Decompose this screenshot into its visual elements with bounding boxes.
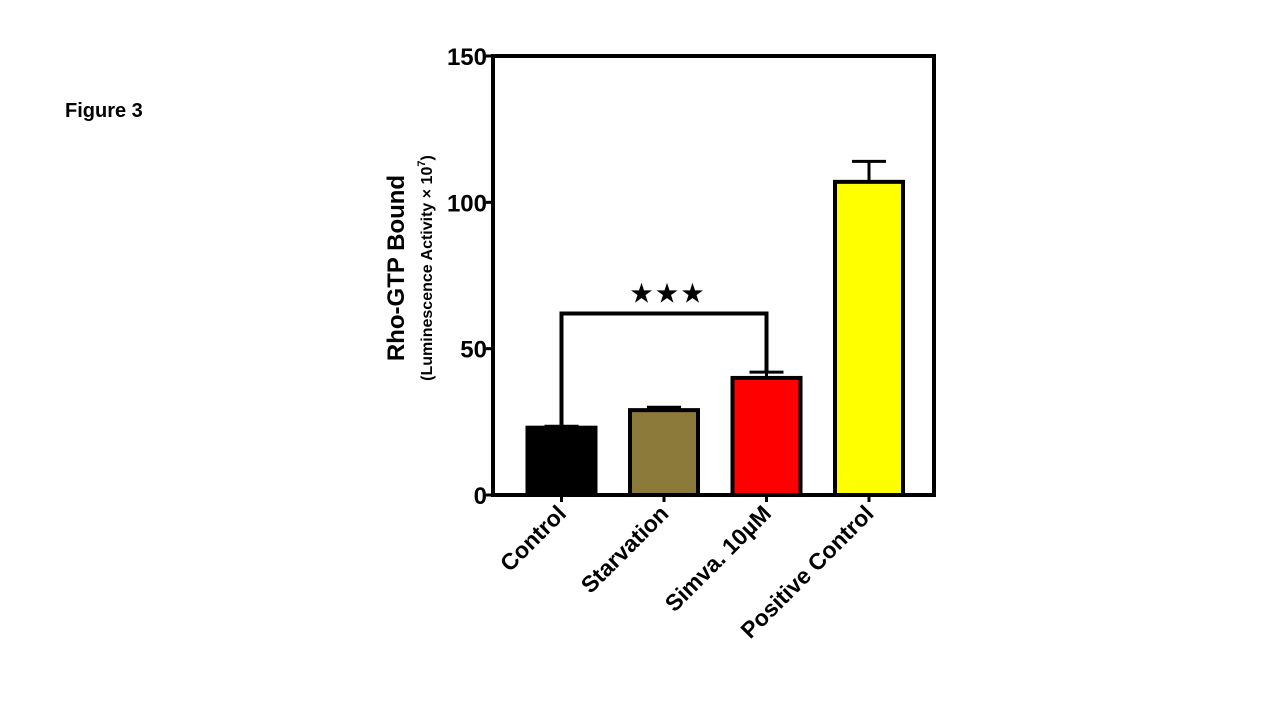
y-axis-title: Rho-GTP Bound [383, 175, 410, 361]
bars-layer [525, 179, 905, 498]
y-axis-subtitle-exponent: 7 [416, 161, 428, 167]
y-tick-label: 50 [460, 337, 487, 364]
y-axis-subtitle-end: ) [419, 155, 436, 160]
bar [525, 425, 598, 498]
y-tick-label: 100 [447, 190, 487, 217]
plot-border [491, 54, 936, 497]
y-axis-subtitle: (Luminescence Activity × 107) [416, 155, 436, 381]
significance-stars: ★★★ [631, 281, 708, 308]
y-axis-subtitle-text: (Luminescence Activity × 10 [419, 167, 436, 381]
bar [628, 408, 700, 498]
bar [730, 375, 803, 497]
significance-bracket-line [559, 311, 769, 427]
x-tick-label: Control [495, 500, 571, 576]
significance-bracket: ★★★ [559, 281, 769, 427]
y-tick-label: 0 [474, 483, 487, 510]
x-tick-label: Simva. 10µM [660, 500, 776, 616]
plot-frame [491, 54, 936, 497]
bar [833, 179, 905, 497]
y-axis-ticks: 0 50 100 150 [447, 44, 871, 510]
x-tick-label: Starvation [576, 500, 674, 598]
figure-label: Figure 3 [65, 100, 143, 122]
y-tick-label: 150 [447, 44, 487, 71]
